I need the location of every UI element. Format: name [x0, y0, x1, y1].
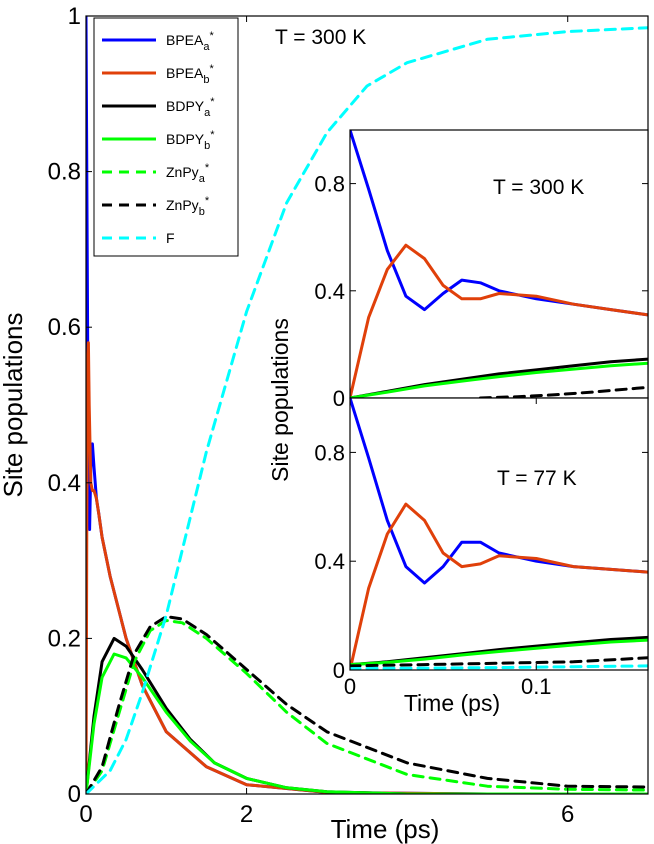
y-tick-label: 0.8	[314, 440, 345, 465]
legend-box	[93, 17, 239, 257]
series-group	[350, 398, 648, 670]
series-line-bdpy-b	[350, 638, 648, 667]
series-line-bpea-b	[86, 341, 648, 794]
legend-label-f: F	[166, 230, 175, 246]
main-plot: 0 0.2 0.4 0.6 0.8 1 0 2 6 T = 300 K Time (ps) Site …	[0, 3, 649, 844]
y-tick-label: 0.8	[48, 159, 81, 186]
y-tick-label: 0.4	[48, 470, 81, 497]
inset-plot-300k: 0 0.4 0.8 T = 300 K	[314, 129, 649, 411]
series-line-bpea-b	[350, 243, 648, 398]
x-axis-label: Time (ps)	[404, 690, 500, 716]
series-group	[350, 130, 648, 398]
series-line-znpy-b	[478, 385, 648, 398]
y-axis-label: Site populations	[0, 312, 28, 497]
legend-label-bdpy-b: BDPYb*	[166, 129, 215, 152]
series-line-znpy-a	[86, 619, 648, 794]
x-tick-label: 0	[344, 674, 356, 699]
series-line-znpy-b	[86, 615, 648, 794]
legend-label-znpy-a: ZnPya*	[166, 162, 210, 185]
y-tick-label: 1	[68, 3, 81, 30]
series-line-bpea-b	[350, 502, 648, 670]
y-tick-label: 0.2	[48, 625, 81, 652]
series-line-bdpy-b	[86, 652, 648, 794]
legend-label-bpea-b: BPEAb*	[166, 63, 214, 86]
series-line-znpy-b	[350, 656, 648, 668]
series-group	[86, 16, 648, 794]
legend-label-bdpy-a: BDPYa*	[166, 96, 215, 119]
y-tick-label: 0	[333, 658, 345, 683]
series-line-f	[350, 664, 648, 670]
plot-background	[350, 130, 648, 398]
series-line-f	[86, 26, 648, 794]
x-tick-label: 0.1	[521, 674, 552, 699]
x-tick-label: 2	[240, 801, 253, 828]
temperature-annotation: T = 300 K	[275, 26, 366, 49]
y-tick-label: 0.6	[48, 314, 81, 341]
y-tick-label: 0.8	[314, 172, 345, 197]
x-axis-label: Time (ps)	[331, 814, 440, 844]
temperature-annotation: T = 77 K	[497, 467, 577, 490]
x-tick-label: 6	[561, 801, 574, 828]
x-tick-label: 0	[79, 801, 92, 828]
legend: BPEAa* BPEAb* BDPYa* BDPYb* ZnPya* ZnPyb* F	[93, 17, 239, 257]
inset-y-axis-label: Site populations	[267, 318, 293, 482]
plot-background	[350, 398, 648, 670]
y-tick-label: 0.4	[314, 549, 345, 574]
inset-plot-77k: 0 0.4 0.8 0 0.1 T = 77 K Time (ps) Site populat…	[267, 318, 649, 716]
y-tick-label: 0.4	[314, 279, 345, 304]
plot-frame	[349, 397, 649, 671]
legend-label-znpy-b: ZnPyb*	[166, 195, 210, 218]
y-tick-label: 0	[333, 386, 345, 411]
legend-label-bpea-a: BPEAa*	[166, 30, 214, 53]
temperature-annotation: T = 300 K	[493, 176, 584, 199]
y-tick-label: 0	[68, 781, 81, 808]
series-line-bdpy-b	[350, 361, 648, 398]
